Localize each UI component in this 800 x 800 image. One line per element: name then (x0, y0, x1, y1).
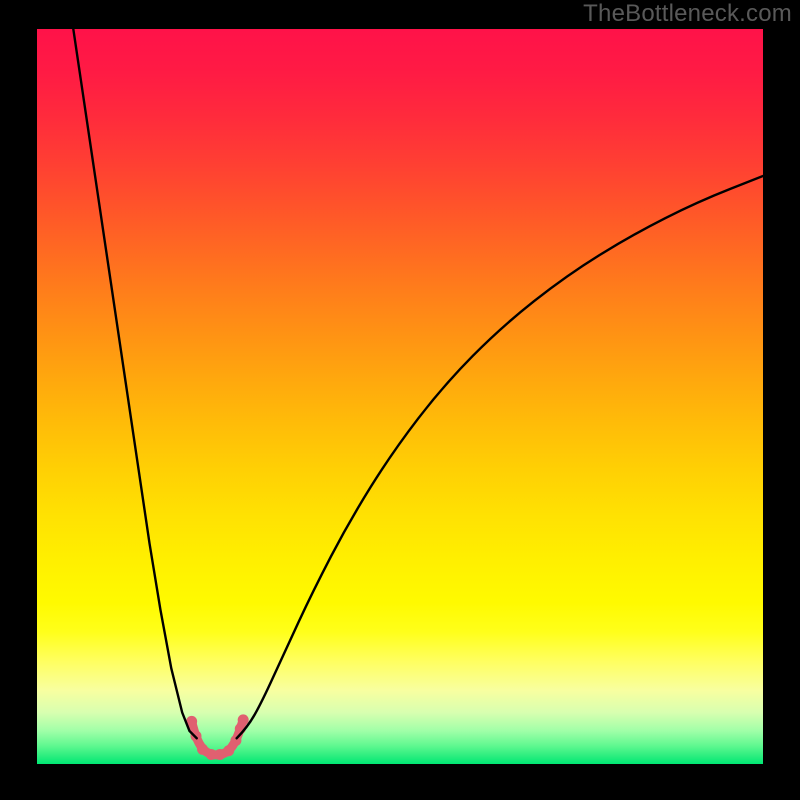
chart-stage: TheBottleneck.com (0, 0, 800, 800)
gradient-background (37, 29, 763, 764)
plot-area (37, 29, 763, 764)
watermark-text: TheBottleneck.com (583, 0, 792, 28)
valley-dot (238, 714, 249, 725)
valley-dot (223, 745, 234, 756)
chart-svg (37, 29, 763, 764)
